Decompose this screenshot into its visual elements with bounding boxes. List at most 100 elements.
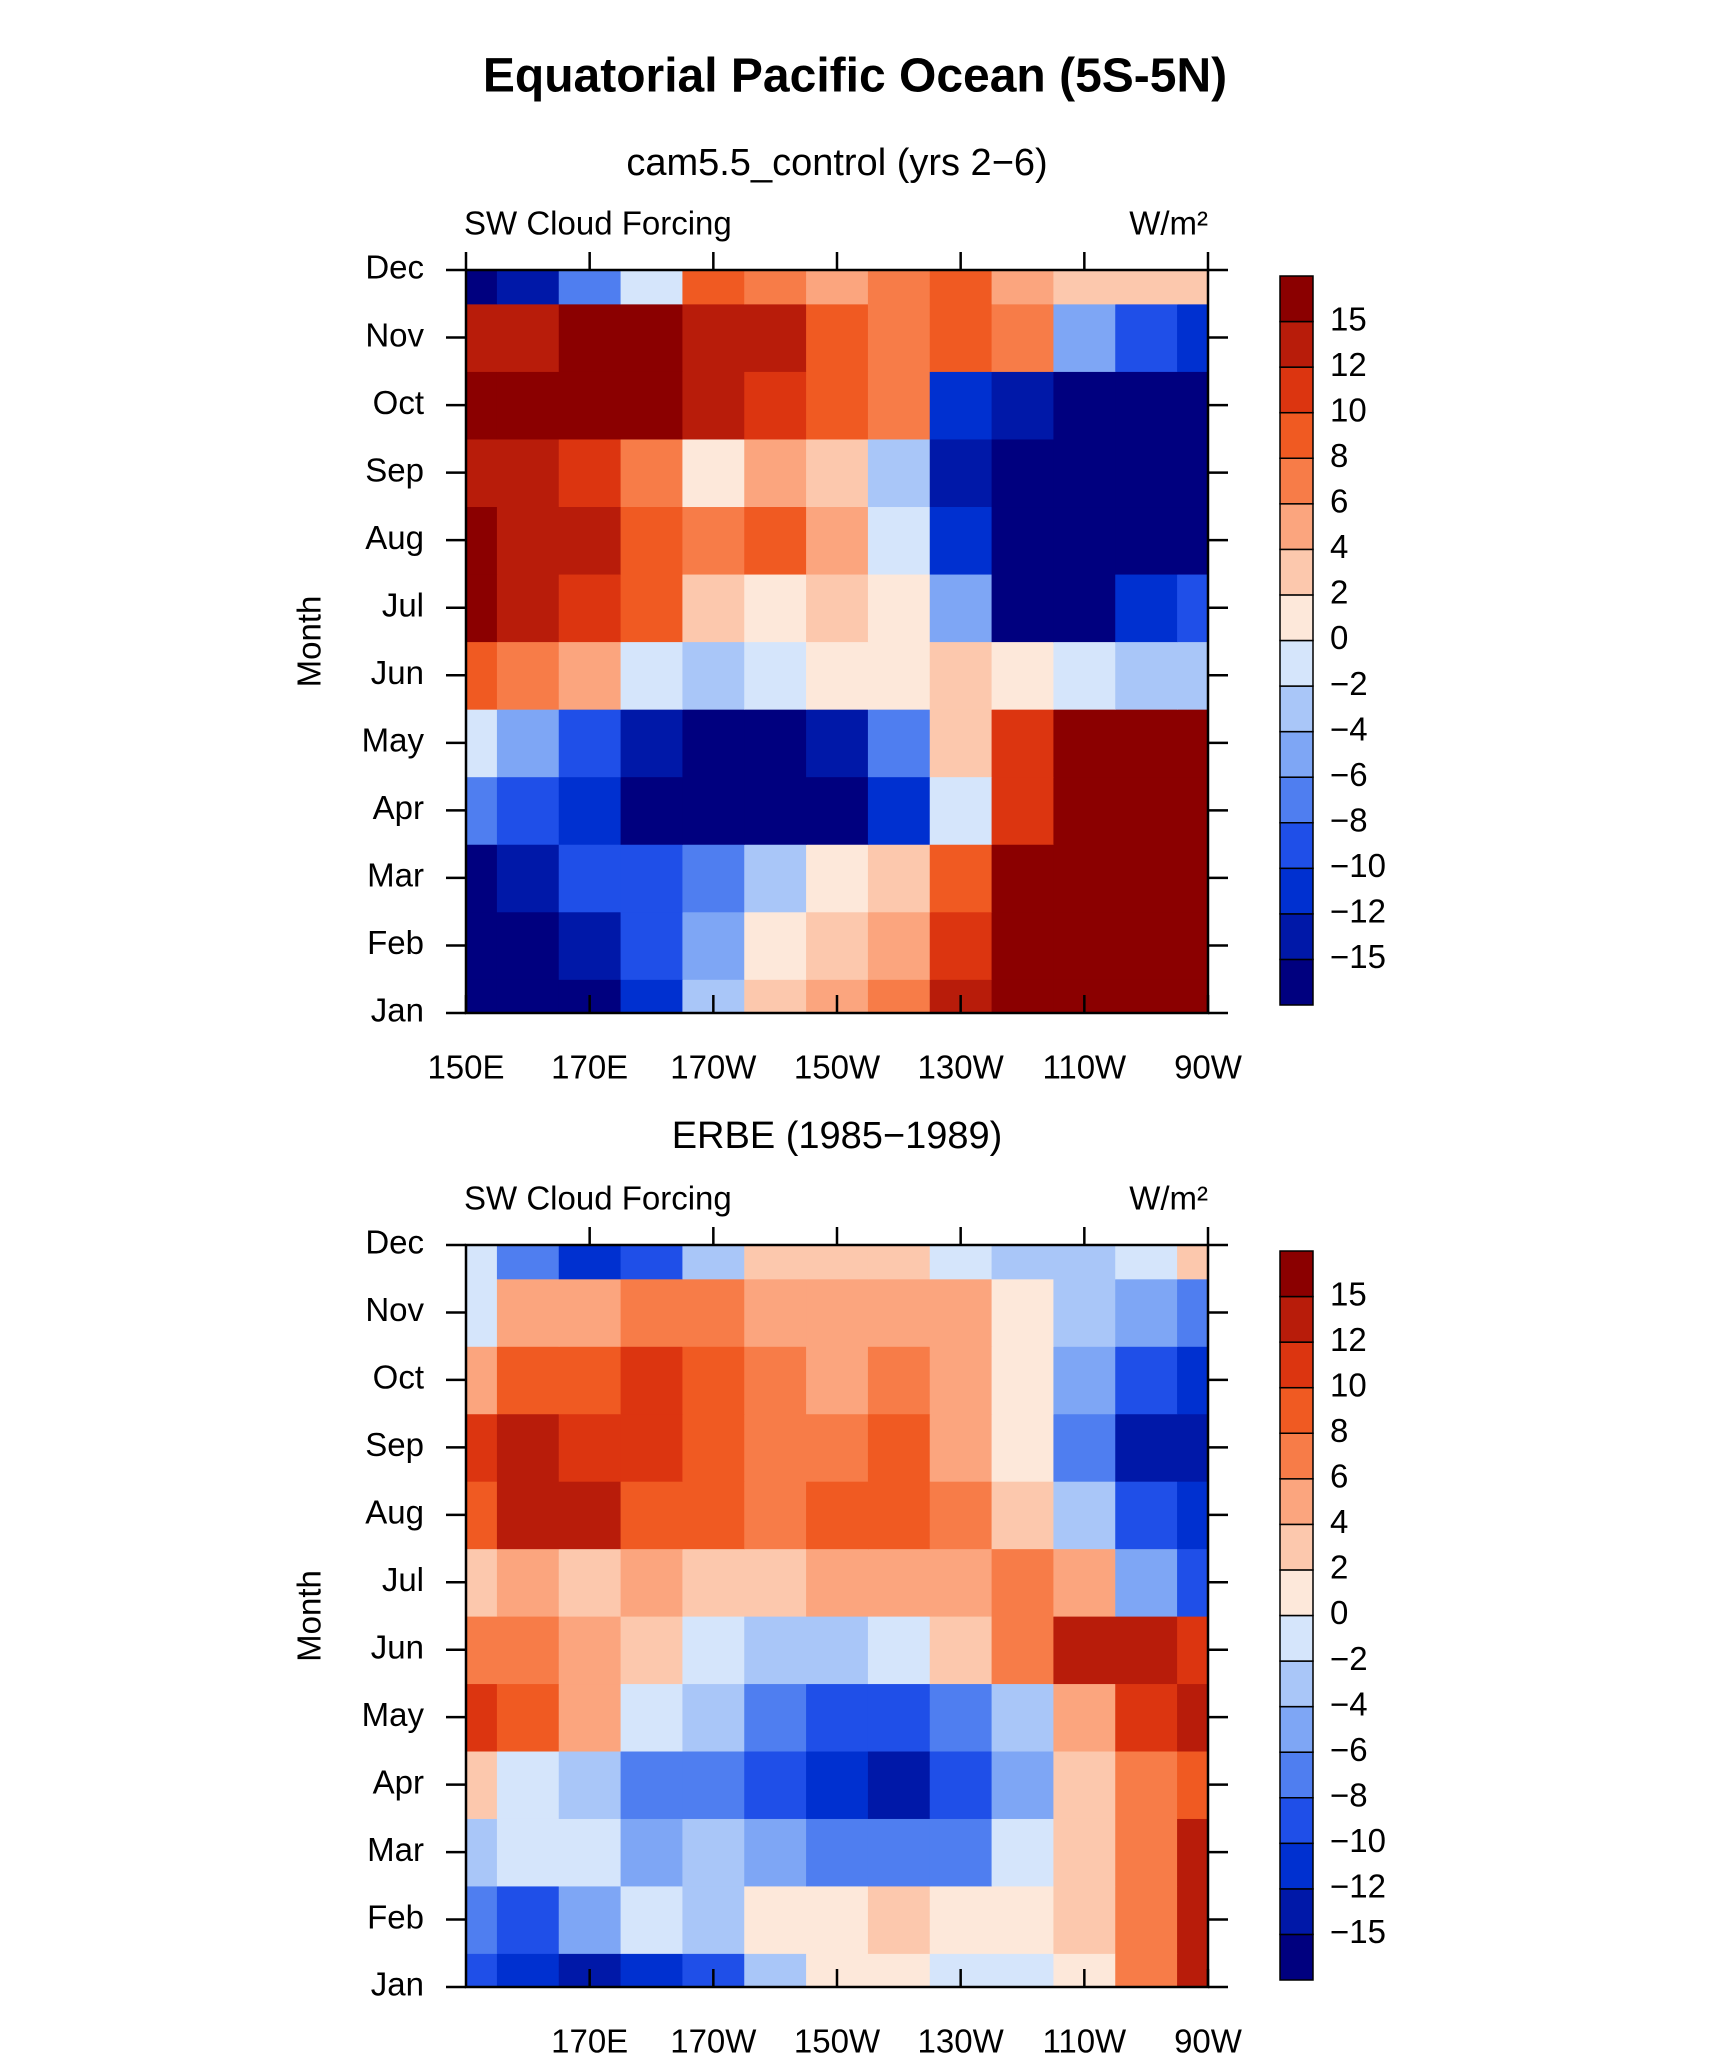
contour-cell xyxy=(1053,641,1116,710)
contour-cell xyxy=(558,1818,622,1887)
contour-cell xyxy=(991,1278,1055,1347)
contour-cell xyxy=(466,1885,498,1954)
contour-cell xyxy=(1115,844,1178,913)
contour-cell xyxy=(1115,911,1178,980)
y-tick-label: May xyxy=(362,722,425,759)
contour-cell xyxy=(682,1683,745,1752)
contour-cell xyxy=(991,776,1055,845)
x-tick-label: 170E xyxy=(551,2023,628,2060)
contour-cell xyxy=(496,1245,560,1280)
contour-cell xyxy=(806,641,869,710)
contour-cell xyxy=(682,844,745,913)
contour-cell xyxy=(991,573,1055,643)
contour-cell xyxy=(929,506,993,575)
contour-cell xyxy=(929,1548,993,1617)
contour-cell xyxy=(496,1278,560,1347)
contour-cell xyxy=(1177,1413,1209,1482)
panel: cam5.5_control (yrs 2−6) SW Cloud Forcing… xyxy=(291,142,1386,1086)
y-tick-label: Oct xyxy=(373,1359,424,1396)
contour-cell xyxy=(744,641,807,710)
contour-cell xyxy=(558,506,622,575)
contour-cell xyxy=(558,1616,622,1685)
contour-cell xyxy=(1115,1750,1178,1819)
contour-cell xyxy=(558,709,622,778)
contour-cell xyxy=(496,371,560,440)
contour-cell xyxy=(806,1413,869,1482)
units-label: W/m² xyxy=(1129,205,1208,242)
x-tick-label: 150W xyxy=(794,1049,881,1086)
contour-cell xyxy=(682,911,745,980)
contour-cell xyxy=(1177,979,1209,1014)
contour-cell xyxy=(1053,1245,1116,1280)
contour-cell xyxy=(929,1346,993,1415)
contour-cell xyxy=(744,573,807,643)
contour-cell xyxy=(620,371,684,440)
contour-cell xyxy=(744,1278,807,1347)
contour-cell xyxy=(1053,1481,1116,1550)
contour-cell xyxy=(466,1245,498,1280)
contour-cell xyxy=(496,1683,560,1752)
colorbar-label: −4 xyxy=(1330,710,1368,747)
contour-cell xyxy=(991,709,1055,778)
contour-cell xyxy=(806,844,869,913)
contour-cell xyxy=(867,1481,931,1550)
contour-cell xyxy=(466,1953,498,1988)
contour-cell xyxy=(682,1548,745,1617)
contour-cell xyxy=(744,1750,807,1819)
contour-cell xyxy=(1177,844,1209,913)
contour-cell xyxy=(744,270,807,305)
contour-cell xyxy=(558,270,622,305)
contour-cell xyxy=(620,303,684,372)
contour-cell xyxy=(1053,573,1116,643)
contour-cell xyxy=(496,641,560,710)
contour-cell xyxy=(1177,1346,1209,1415)
contour-cell xyxy=(1053,709,1116,778)
colorbar-label: −4 xyxy=(1330,1685,1368,1722)
x-tick-label: 90W xyxy=(1174,2023,1243,2060)
contour-cell xyxy=(1115,1481,1178,1550)
y-tick-label: Oct xyxy=(373,384,424,421)
colorbar-label: 4 xyxy=(1330,528,1348,565)
colorbar-label: −10 xyxy=(1330,847,1386,884)
contour-cell xyxy=(744,844,807,913)
contour-cell xyxy=(620,1750,684,1819)
contour-cell xyxy=(682,1346,745,1415)
contour-cell xyxy=(1115,270,1178,305)
contour-cell xyxy=(1115,1818,1178,1887)
contour-cell xyxy=(558,438,622,508)
contour-cell xyxy=(1053,1683,1116,1752)
contour-cell xyxy=(1115,438,1178,508)
contour-cell xyxy=(806,1245,869,1280)
contour-cell xyxy=(867,844,931,913)
contour-cell xyxy=(466,844,498,913)
y-tick-label: May xyxy=(362,1696,425,1733)
contour-cell xyxy=(682,506,745,575)
contour-cell xyxy=(558,1548,622,1617)
contour-cell xyxy=(744,1953,807,1988)
colorbar-box xyxy=(1279,685,1314,733)
contour-cell xyxy=(620,776,684,845)
contour-cell xyxy=(1115,1413,1178,1482)
y-tick-label: Mar xyxy=(367,857,424,894)
contour-cell xyxy=(1177,303,1209,372)
colorbar-box xyxy=(1279,1341,1314,1389)
contour-cell xyxy=(496,1481,560,1550)
contour-cell xyxy=(682,1750,745,1819)
contour-cell xyxy=(496,270,560,305)
contour-cell xyxy=(991,844,1055,913)
contour-cell xyxy=(620,573,684,643)
contour-cell xyxy=(867,371,931,440)
contour-cell xyxy=(867,979,931,1014)
colorbar-box xyxy=(1279,1933,1314,1981)
contour-cell xyxy=(1053,1346,1116,1415)
contour-cell xyxy=(991,1616,1055,1685)
contour-cell xyxy=(744,1683,807,1752)
y-tick-label: Apr xyxy=(373,1763,424,1800)
contour-cell xyxy=(744,1885,807,1954)
contour-cell xyxy=(496,1346,560,1415)
contour-cell xyxy=(929,1750,993,1819)
colorbar-box xyxy=(1279,275,1314,323)
contour-cell xyxy=(806,1278,869,1347)
contour-cell xyxy=(682,1616,745,1685)
